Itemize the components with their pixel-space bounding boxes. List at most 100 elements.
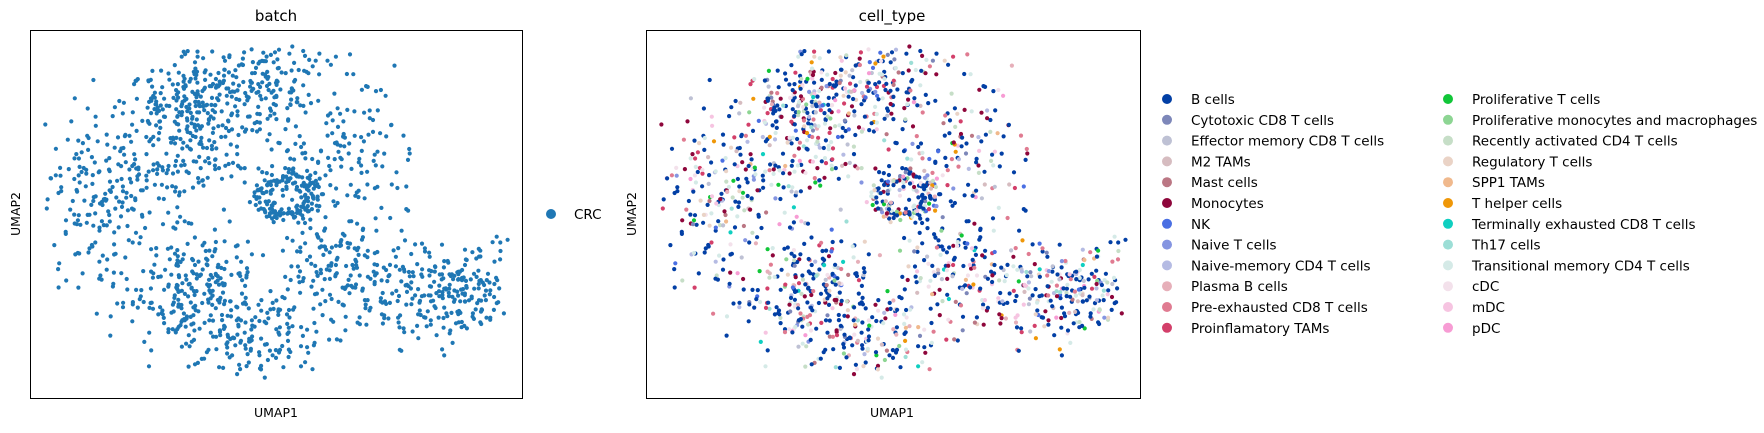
cell-type-point: [906, 264, 911, 269]
cell-type-point: [725, 189, 730, 194]
batch-point: [93, 194, 98, 199]
batch-point: [427, 250, 432, 255]
cell-type-point: [796, 54, 801, 59]
batch-point: [339, 164, 344, 169]
cell-type-point: [915, 249, 920, 254]
cell-type-point: [885, 307, 890, 312]
batch-point: [420, 267, 425, 272]
batch-point: [45, 197, 50, 202]
cell-type-point: [834, 297, 839, 303]
batch-point: [304, 258, 310, 263]
cell-type-point: [1030, 242, 1035, 247]
cell-type-point: [922, 168, 927, 173]
batch-point: [305, 327, 310, 332]
batch-point: [234, 318, 239, 323]
cell-type-point: [1001, 93, 1006, 98]
batch-point: [238, 166, 243, 171]
cell-type-point: [1094, 281, 1099, 287]
batch-point: [289, 264, 294, 269]
cell-type-point: [886, 147, 891, 152]
batch-point: [176, 289, 181, 294]
batch-point: [464, 257, 469, 263]
cell-type-point: [1016, 348, 1021, 353]
batch-point: [193, 134, 198, 140]
batch-point: [63, 218, 69, 223]
batch-point: [199, 135, 204, 140]
batch-point: [498, 240, 503, 245]
legend-label: Proliferative T cells: [1472, 92, 1600, 108]
batch-point: [298, 103, 303, 108]
batch-point: [166, 330, 171, 335]
batch-point: [117, 98, 122, 104]
cell-type-point: [937, 192, 942, 197]
cell-type-point: [850, 68, 855, 73]
cell-type-point: [873, 166, 878, 171]
cell-type-point: [809, 125, 814, 130]
cell-type-point: [682, 167, 688, 172]
batch-point: [379, 278, 384, 283]
cell-type-point: [835, 134, 841, 140]
batch-point: [105, 257, 110, 262]
cell-type-point: [716, 219, 721, 224]
cell-type-point: [736, 204, 741, 209]
cell-type-point: [937, 313, 942, 318]
cell-type-point: [684, 207, 689, 212]
cell-type-point: [864, 200, 869, 205]
batch-point: [238, 367, 243, 372]
batch-point: [89, 202, 94, 207]
cell-type-point: [856, 125, 862, 130]
cell-type-point: [848, 81, 853, 86]
batch-panel-title: batch: [255, 7, 297, 25]
batch-point: [130, 302, 135, 307]
batch-point: [210, 318, 216, 323]
batch-point: [462, 262, 468, 268]
batch-point: [427, 273, 432, 278]
batch-point: [397, 267, 402, 272]
cell-type-point: [966, 166, 971, 171]
cell-type-point: [807, 89, 812, 94]
cell-type-point: [701, 106, 707, 111]
cell-type-point: [767, 168, 772, 173]
cell-type-point: [923, 350, 928, 355]
batch-point: [182, 162, 187, 167]
cell-type-point: [934, 245, 940, 250]
batch-point: [482, 293, 487, 298]
batch-point: [218, 276, 223, 281]
cell-type-point: [839, 239, 844, 244]
batch-point: [471, 271, 477, 276]
cell-type-point: [735, 214, 740, 219]
cell-type-point: [888, 60, 893, 65]
cell-type-point: [930, 178, 936, 183]
batch-point: [149, 300, 154, 305]
cell-type-point: [776, 308, 782, 313]
cell-type-point: [913, 220, 918, 225]
cell-type-point: [917, 213, 922, 218]
batch-point: [230, 160, 236, 165]
cell-type-point: [946, 317, 951, 322]
cell-type-point: [835, 265, 841, 270]
cell-type-point: [769, 182, 774, 187]
batch-point: [112, 145, 117, 150]
cell-type-point: [920, 156, 925, 161]
cell-type-point: [907, 238, 912, 243]
batch-point: [477, 254, 482, 259]
batch-point: [297, 269, 303, 274]
batch-point: [210, 254, 215, 259]
cell-type-point: [1050, 304, 1055, 309]
batch-point: [253, 65, 259, 70]
cell-type-point: [823, 161, 829, 166]
cell-type-point: [803, 282, 808, 287]
batch-point: [259, 308, 264, 313]
batch-point: [237, 271, 242, 276]
cell-type-point: [910, 77, 915, 83]
cell-type-point: [675, 185, 680, 190]
batch-point: [372, 279, 377, 285]
cell-type-point: [875, 93, 880, 98]
batch-point: [153, 102, 158, 107]
cell-type-point: [1071, 321, 1076, 326]
batch-point: [195, 80, 200, 85]
legend-marker: [1162, 94, 1172, 104]
batch-point: [225, 345, 230, 350]
batch-point: [52, 243, 57, 248]
cell-type-point: [807, 114, 812, 119]
